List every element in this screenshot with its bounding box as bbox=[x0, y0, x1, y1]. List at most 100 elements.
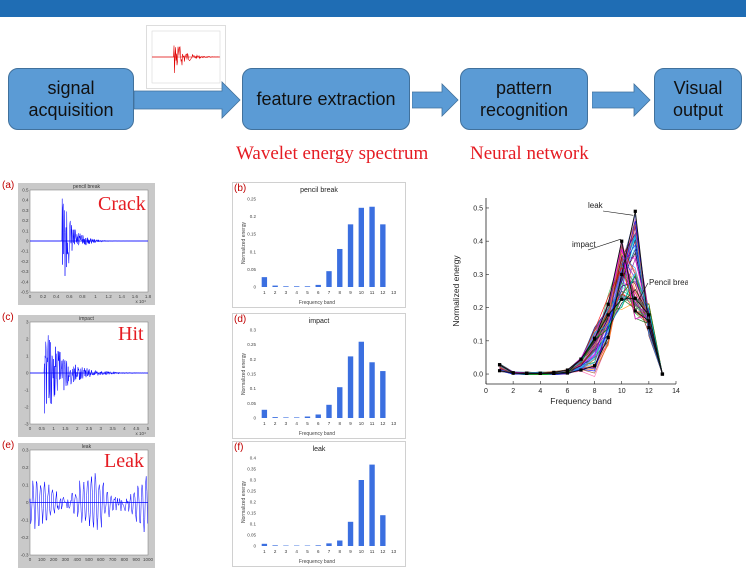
bar-ytick: 0.4 bbox=[250, 456, 257, 461]
stage-signal-acquisition[interactable]: signal acquisition bbox=[8, 68, 134, 130]
waveform-ytick: 3 bbox=[26, 320, 29, 325]
net-ylabel: Normalized energy bbox=[451, 255, 461, 327]
bar-xtick: 10 bbox=[359, 549, 365, 554]
waveform-svg: 0.30.20.10-0.1-0.2-0.30 100 200 300 400 500 60… bbox=[21, 448, 154, 563]
bar-ytick: 0.05 bbox=[247, 401, 256, 406]
bar-xtick: 5 bbox=[306, 421, 309, 426]
net-xlabel: Frequency band bbox=[550, 396, 612, 406]
stage-feature-extraction[interactable]: feature extraction bbox=[242, 68, 410, 130]
energy-bar bbox=[304, 416, 311, 418]
waveform-xtick: 0.6 bbox=[66, 294, 73, 299]
stage-pattern-recognition[interactable]: pattern recognition bbox=[460, 68, 588, 130]
net-series-marker bbox=[606, 335, 610, 340]
net-series-marker bbox=[565, 370, 570, 374]
bar-chart-svg: Normalized energy Frequency band 0.25 0.2 0.… bbox=[241, 197, 397, 307]
net-xtick: 10 bbox=[618, 388, 626, 395]
net-output-curve bbox=[499, 255, 663, 375]
bar-ytick: 0.15 bbox=[247, 372, 256, 377]
waveform-ytick: -1 bbox=[24, 388, 28, 393]
waveform-panel-letter: (c) bbox=[2, 312, 14, 323]
waveform-xtick: 5 bbox=[147, 426, 150, 431]
bar-ytick: 0.25 bbox=[247, 489, 256, 494]
net-series-marker bbox=[660, 372, 665, 376]
waveform-xtick: 1.5 bbox=[62, 426, 69, 431]
signal-type-label: Crack bbox=[98, 193, 146, 215]
flow-arrow-2 bbox=[412, 83, 459, 117]
waveform-ytick: 0.4 bbox=[22, 198, 29, 203]
bar-ytick: 0.05 bbox=[247, 533, 256, 538]
signal-type-label: Leak bbox=[104, 450, 144, 472]
energy-bar bbox=[272, 285, 278, 287]
waveform-xtick: 1.6 bbox=[132, 294, 139, 299]
energy-bar bbox=[294, 417, 300, 418]
net-output-curve bbox=[499, 258, 663, 375]
bar-ylabel: Normalized energy bbox=[241, 481, 247, 523]
bar-xtick: 12 bbox=[380, 549, 386, 554]
waveform-ytick: -0.2 bbox=[21, 259, 29, 264]
net-series-marker bbox=[606, 302, 610, 306]
energy-bar bbox=[326, 271, 332, 287]
bar-ytick: 0.2 bbox=[250, 500, 257, 505]
net-ytick: 0.3 bbox=[473, 272, 483, 279]
net-series-marker bbox=[579, 357, 583, 361]
bar-ytick: 0.2 bbox=[250, 357, 257, 362]
energy-bar bbox=[272, 417, 278, 418]
net-annotation-impact-pointer bbox=[587, 238, 621, 251]
bar-xlabel: Frequency band bbox=[299, 559, 335, 565]
net-series-marker bbox=[579, 368, 583, 372]
waveform-xtick: 1.8 bbox=[145, 294, 152, 299]
energy-bar bbox=[272, 545, 278, 546]
energy-bar-panel: (b) pencil break Normalized energy Frequenc… bbox=[232, 182, 406, 308]
bar-xtick: 6 bbox=[317, 549, 320, 554]
waveform-svg: 0.50.40.30.20.10-0.1-0.2-0.3-0.4-0.50 0.2… bbox=[21, 188, 152, 305]
net-series-marker bbox=[592, 364, 597, 368]
bar-xtick: 3 bbox=[285, 421, 288, 426]
bar-xtick: 8 bbox=[339, 549, 342, 554]
waveform-xtick: 4 bbox=[123, 426, 126, 431]
energy-bar bbox=[261, 409, 268, 418]
waveform-ytick: 0 bbox=[26, 239, 29, 244]
net-xtick: 8 bbox=[593, 388, 597, 395]
net-series-marker bbox=[511, 371, 515, 375]
bar-xtick: 9 bbox=[349, 290, 352, 295]
bar-ytick: 0 bbox=[253, 544, 256, 549]
net-xtick: 0 bbox=[484, 388, 488, 395]
bar-ytick: 0.25 bbox=[247, 342, 256, 347]
bar-panel-title: impact bbox=[308, 318, 330, 325]
waveform-title: pencil break bbox=[73, 184, 100, 190]
stage-label-visual-output: Visual output bbox=[672, 78, 724, 120]
energy-bar bbox=[380, 224, 386, 287]
method-wavelet-energy-spectrum: Wavelet energy spectrum bbox=[236, 143, 429, 164]
waveform-ytick: 0.3 bbox=[22, 208, 29, 213]
energy-bar bbox=[380, 515, 386, 546]
waveform-ytick: 0.2 bbox=[22, 465, 29, 470]
waveform-ytick: -0.2 bbox=[21, 535, 29, 540]
energy-bar bbox=[315, 545, 321, 546]
method-neural-network: Neural network bbox=[470, 143, 589, 164]
bar-xtick: 4 bbox=[295, 421, 298, 426]
stage-visual-output[interactable]: Visual output bbox=[654, 68, 742, 130]
net-xtick: 4 bbox=[538, 388, 542, 395]
net-series-marker bbox=[497, 363, 502, 367]
net-series-marker bbox=[592, 336, 597, 340]
net-series-marker bbox=[525, 371, 529, 375]
net-xtick: 2 bbox=[511, 388, 515, 395]
net-annotation-impact: impact bbox=[572, 240, 596, 249]
net-ytick: 0.1 bbox=[473, 338, 483, 345]
bar-xtick: 11 bbox=[370, 290, 375, 295]
bar-panel-title: pencil break bbox=[300, 187, 338, 194]
waveform-ytick: -0.5 bbox=[21, 290, 29, 295]
waveform-xexponent: x 10⁴ bbox=[136, 431, 147, 436]
energy-bar bbox=[294, 286, 300, 287]
bar-ylabel: Normalized energy bbox=[241, 353, 247, 395]
waveform-ytick: -2 bbox=[24, 405, 28, 410]
waveform-xtick: 400 bbox=[73, 557, 81, 562]
waveform-ytick: -0.3 bbox=[21, 269, 29, 274]
net-series-marker bbox=[620, 239, 624, 243]
bar-ytick: 0.25 bbox=[247, 197, 256, 202]
bar-xtick: 5 bbox=[306, 549, 309, 554]
bar-xtick: 10 bbox=[359, 290, 365, 295]
net-series-marker bbox=[565, 368, 570, 372]
bar-ytick: 0.1 bbox=[250, 249, 257, 254]
bar-xtick: 13 bbox=[391, 549, 397, 554]
